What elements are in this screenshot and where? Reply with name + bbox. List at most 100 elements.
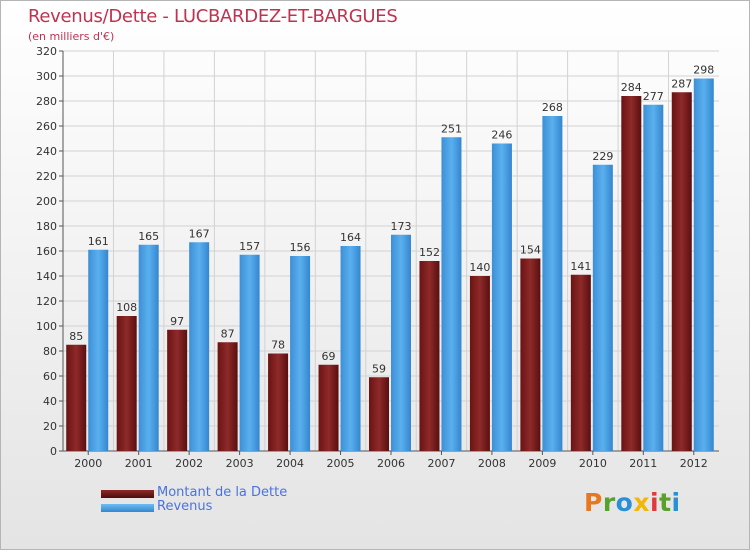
- data-label-revenus: 165: [138, 230, 159, 243]
- y-tick-label: 60: [43, 370, 57, 383]
- data-label-revenus: 161: [88, 235, 109, 248]
- legend-swatch-debt: [101, 490, 154, 498]
- bar-revenus: [441, 137, 462, 451]
- y-tick-label: 140: [36, 270, 57, 283]
- bar-debt: [217, 342, 238, 451]
- bar-debt: [369, 377, 389, 451]
- data-label-debt: 140: [469, 261, 490, 274]
- x-tick-label: 2004: [276, 457, 304, 470]
- bar-revenus: [290, 256, 311, 451]
- x-tick-label: 2000: [74, 457, 102, 470]
- data-label-debt: 287: [671, 77, 692, 90]
- y-tick-label: 40: [43, 395, 57, 408]
- bar-revenus: [189, 242, 210, 451]
- legend-label-debt: Montant de la Dette: [157, 485, 288, 500]
- data-label-revenus: 157: [239, 240, 260, 253]
- data-label-debt: 154: [520, 244, 541, 257]
- bar-debt: [318, 364, 339, 451]
- logo-letter: x: [633, 488, 650, 517]
- logo-letter: r: [602, 488, 616, 517]
- data-label-debt: 97: [170, 315, 184, 328]
- data-label-revenus: 298: [693, 64, 714, 77]
- bar-debt: [419, 261, 440, 451]
- x-tick-label: 2012: [680, 457, 708, 470]
- bar-debt: [520, 258, 541, 451]
- y-tick-label: 20: [43, 420, 57, 433]
- y-tick-label: 320: [36, 45, 57, 58]
- bars: [66, 78, 714, 451]
- bar-revenus: [643, 104, 664, 451]
- data-label-debt: 108: [116, 301, 137, 314]
- data-label-revenus: 167: [189, 227, 210, 240]
- bar-debt: [116, 316, 137, 451]
- y-tick-label: 220: [36, 170, 57, 183]
- bar-revenus: [138, 244, 159, 451]
- x-tick-label: 2002: [175, 457, 203, 470]
- chart-title: Revenus/Dette - LUCBARDEZ-ET-BARGUES: [28, 6, 398, 27]
- x-tick-label: 2008: [478, 457, 506, 470]
- data-label-debt: 59: [372, 362, 386, 375]
- data-label-revenus: 246: [491, 129, 512, 142]
- bar-debt: [167, 329, 188, 451]
- y-tick-label: 160: [36, 245, 57, 258]
- data-label-debt: 87: [221, 327, 235, 340]
- chart-subtitle: (en milliers d'€): [28, 30, 115, 43]
- data-label-revenus: 277: [643, 90, 664, 103]
- y-tick-label: 120: [36, 295, 57, 308]
- x-tick-label: 2010: [579, 457, 607, 470]
- x-tick-label: 2003: [226, 457, 254, 470]
- y-tick-label: 300: [36, 70, 57, 83]
- bar-debt: [621, 96, 642, 451]
- data-label-debt: 152: [419, 246, 440, 259]
- bar-debt: [66, 344, 87, 451]
- x-tick-label: 2001: [125, 457, 153, 470]
- x-tick-label: 2007: [427, 457, 455, 470]
- data-label-revenus: 251: [441, 122, 462, 135]
- legend-label-revenus: Revenus: [157, 499, 213, 514]
- data-label-debt: 85: [69, 330, 83, 343]
- y-tick-label: 200: [36, 195, 57, 208]
- y-tick-label: 240: [36, 145, 57, 158]
- data-label-revenus: 268: [542, 101, 563, 114]
- proxiti-logo: Proxiti: [584, 488, 681, 517]
- y-tick-label: 100: [36, 320, 57, 333]
- bar-revenus: [88, 249, 109, 451]
- data-labels: 85 161 108 165 97 167 87 157 78 156 69 164 59 173 152 2…: [69, 64, 714, 376]
- bar-revenus: [542, 116, 563, 451]
- bar-revenus: [693, 78, 714, 451]
- y-tick-label: 0: [50, 445, 57, 458]
- bar-debt: [671, 92, 692, 451]
- data-label-debt: 141: [570, 260, 591, 273]
- legend-swatch-revenus: [101, 504, 154, 512]
- x-tick-label: 2006: [377, 457, 405, 470]
- axes: 0 20 40 60 80 100 120 140 160 180 200 220 240 260 280 3…: [36, 45, 719, 470]
- bar-revenus: [340, 246, 361, 451]
- bar-debt: [570, 274, 591, 451]
- bar-revenus: [592, 164, 613, 451]
- logo-letter: t: [659, 488, 672, 517]
- data-label-revenus: 173: [391, 220, 412, 233]
- y-tick-label: 180: [36, 220, 57, 233]
- data-label-revenus: 164: [340, 231, 361, 244]
- x-tick-label: 2009: [528, 457, 556, 470]
- bar-revenus: [491, 143, 512, 451]
- x-tick-label: 2011: [629, 457, 657, 470]
- data-label-debt: 284: [621, 81, 642, 94]
- bar-revenus: [239, 254, 260, 451]
- logo-letter: o: [615, 488, 634, 517]
- logo-letter: i: [650, 488, 660, 517]
- y-tick-label: 260: [36, 120, 57, 133]
- data-label-revenus: 229: [592, 150, 613, 163]
- logo-letter: P: [584, 488, 603, 517]
- data-label-debt: 78: [271, 339, 285, 352]
- bar-revenus: [391, 234, 411, 451]
- bar-debt: [268, 353, 289, 451]
- x-tick-label: 2005: [327, 457, 355, 470]
- y-tick-label: 280: [36, 95, 57, 108]
- y-tick-label: 80: [43, 345, 57, 358]
- data-label-debt: 69: [322, 350, 336, 363]
- logo-letter: i: [671, 488, 681, 517]
- data-label-revenus: 156: [290, 241, 311, 254]
